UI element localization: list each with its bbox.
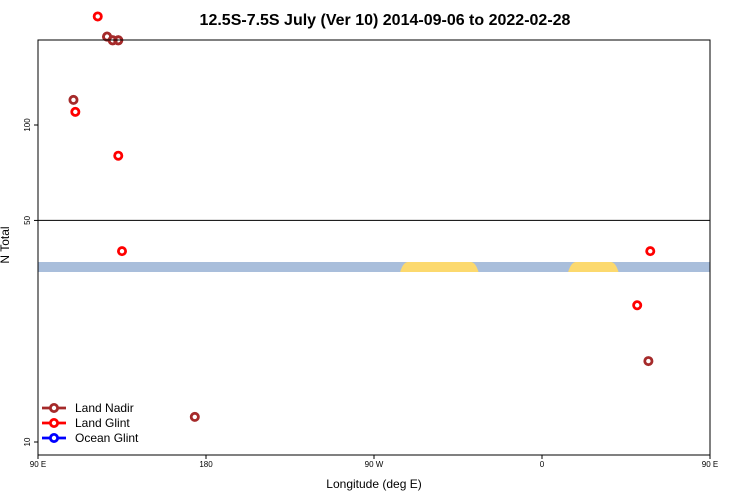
point-land-glint xyxy=(70,106,81,117)
x-tick-label: 180 xyxy=(199,460,213,469)
y-axis-ticks: 1050100500100050001000050000 xyxy=(23,118,38,446)
y-axis-label: N Total xyxy=(0,226,12,263)
y-tick-label: 50 xyxy=(23,215,32,224)
chart-title: 12.5S-7.5S July (Ver 10) 2014-09-06 to 2… xyxy=(200,12,571,29)
legend-marker xyxy=(49,417,60,428)
point-land-glint xyxy=(92,11,103,22)
x-tick-label: 90 W xyxy=(365,460,384,469)
legend-marker xyxy=(49,432,60,443)
point-land-nadir xyxy=(643,356,654,367)
ocean-band xyxy=(38,262,710,272)
x-axis-ticks: 90 E 180 90 W 0 90 E xyxy=(30,455,718,469)
x-tick-label: 0 xyxy=(540,460,545,469)
legend-label: Land Nadir xyxy=(75,401,134,415)
point-land-glint xyxy=(117,246,128,257)
legend-label: Land Glint xyxy=(75,416,130,430)
point-land-glint xyxy=(632,300,643,311)
legend-label: Ocean Glint xyxy=(75,431,139,445)
x-axis-label: Longitude (deg E) xyxy=(326,477,421,491)
y-tick-label: 10 xyxy=(23,437,32,446)
land-band xyxy=(400,262,479,272)
legend-marker xyxy=(49,402,60,413)
x-tick-label: 90 E xyxy=(30,460,46,469)
plot-frame xyxy=(37,39,711,456)
y-tick-label: 100 xyxy=(23,118,32,132)
data-points xyxy=(68,11,656,422)
x-tick-label: 90 E xyxy=(702,460,718,469)
point-land-nadir xyxy=(189,411,200,422)
land-band xyxy=(568,262,619,272)
gridlines xyxy=(38,219,710,221)
surface-band xyxy=(38,262,710,272)
point-land-nadir xyxy=(68,94,79,105)
point-land-glint xyxy=(645,246,656,257)
point-land-glint xyxy=(113,150,124,161)
